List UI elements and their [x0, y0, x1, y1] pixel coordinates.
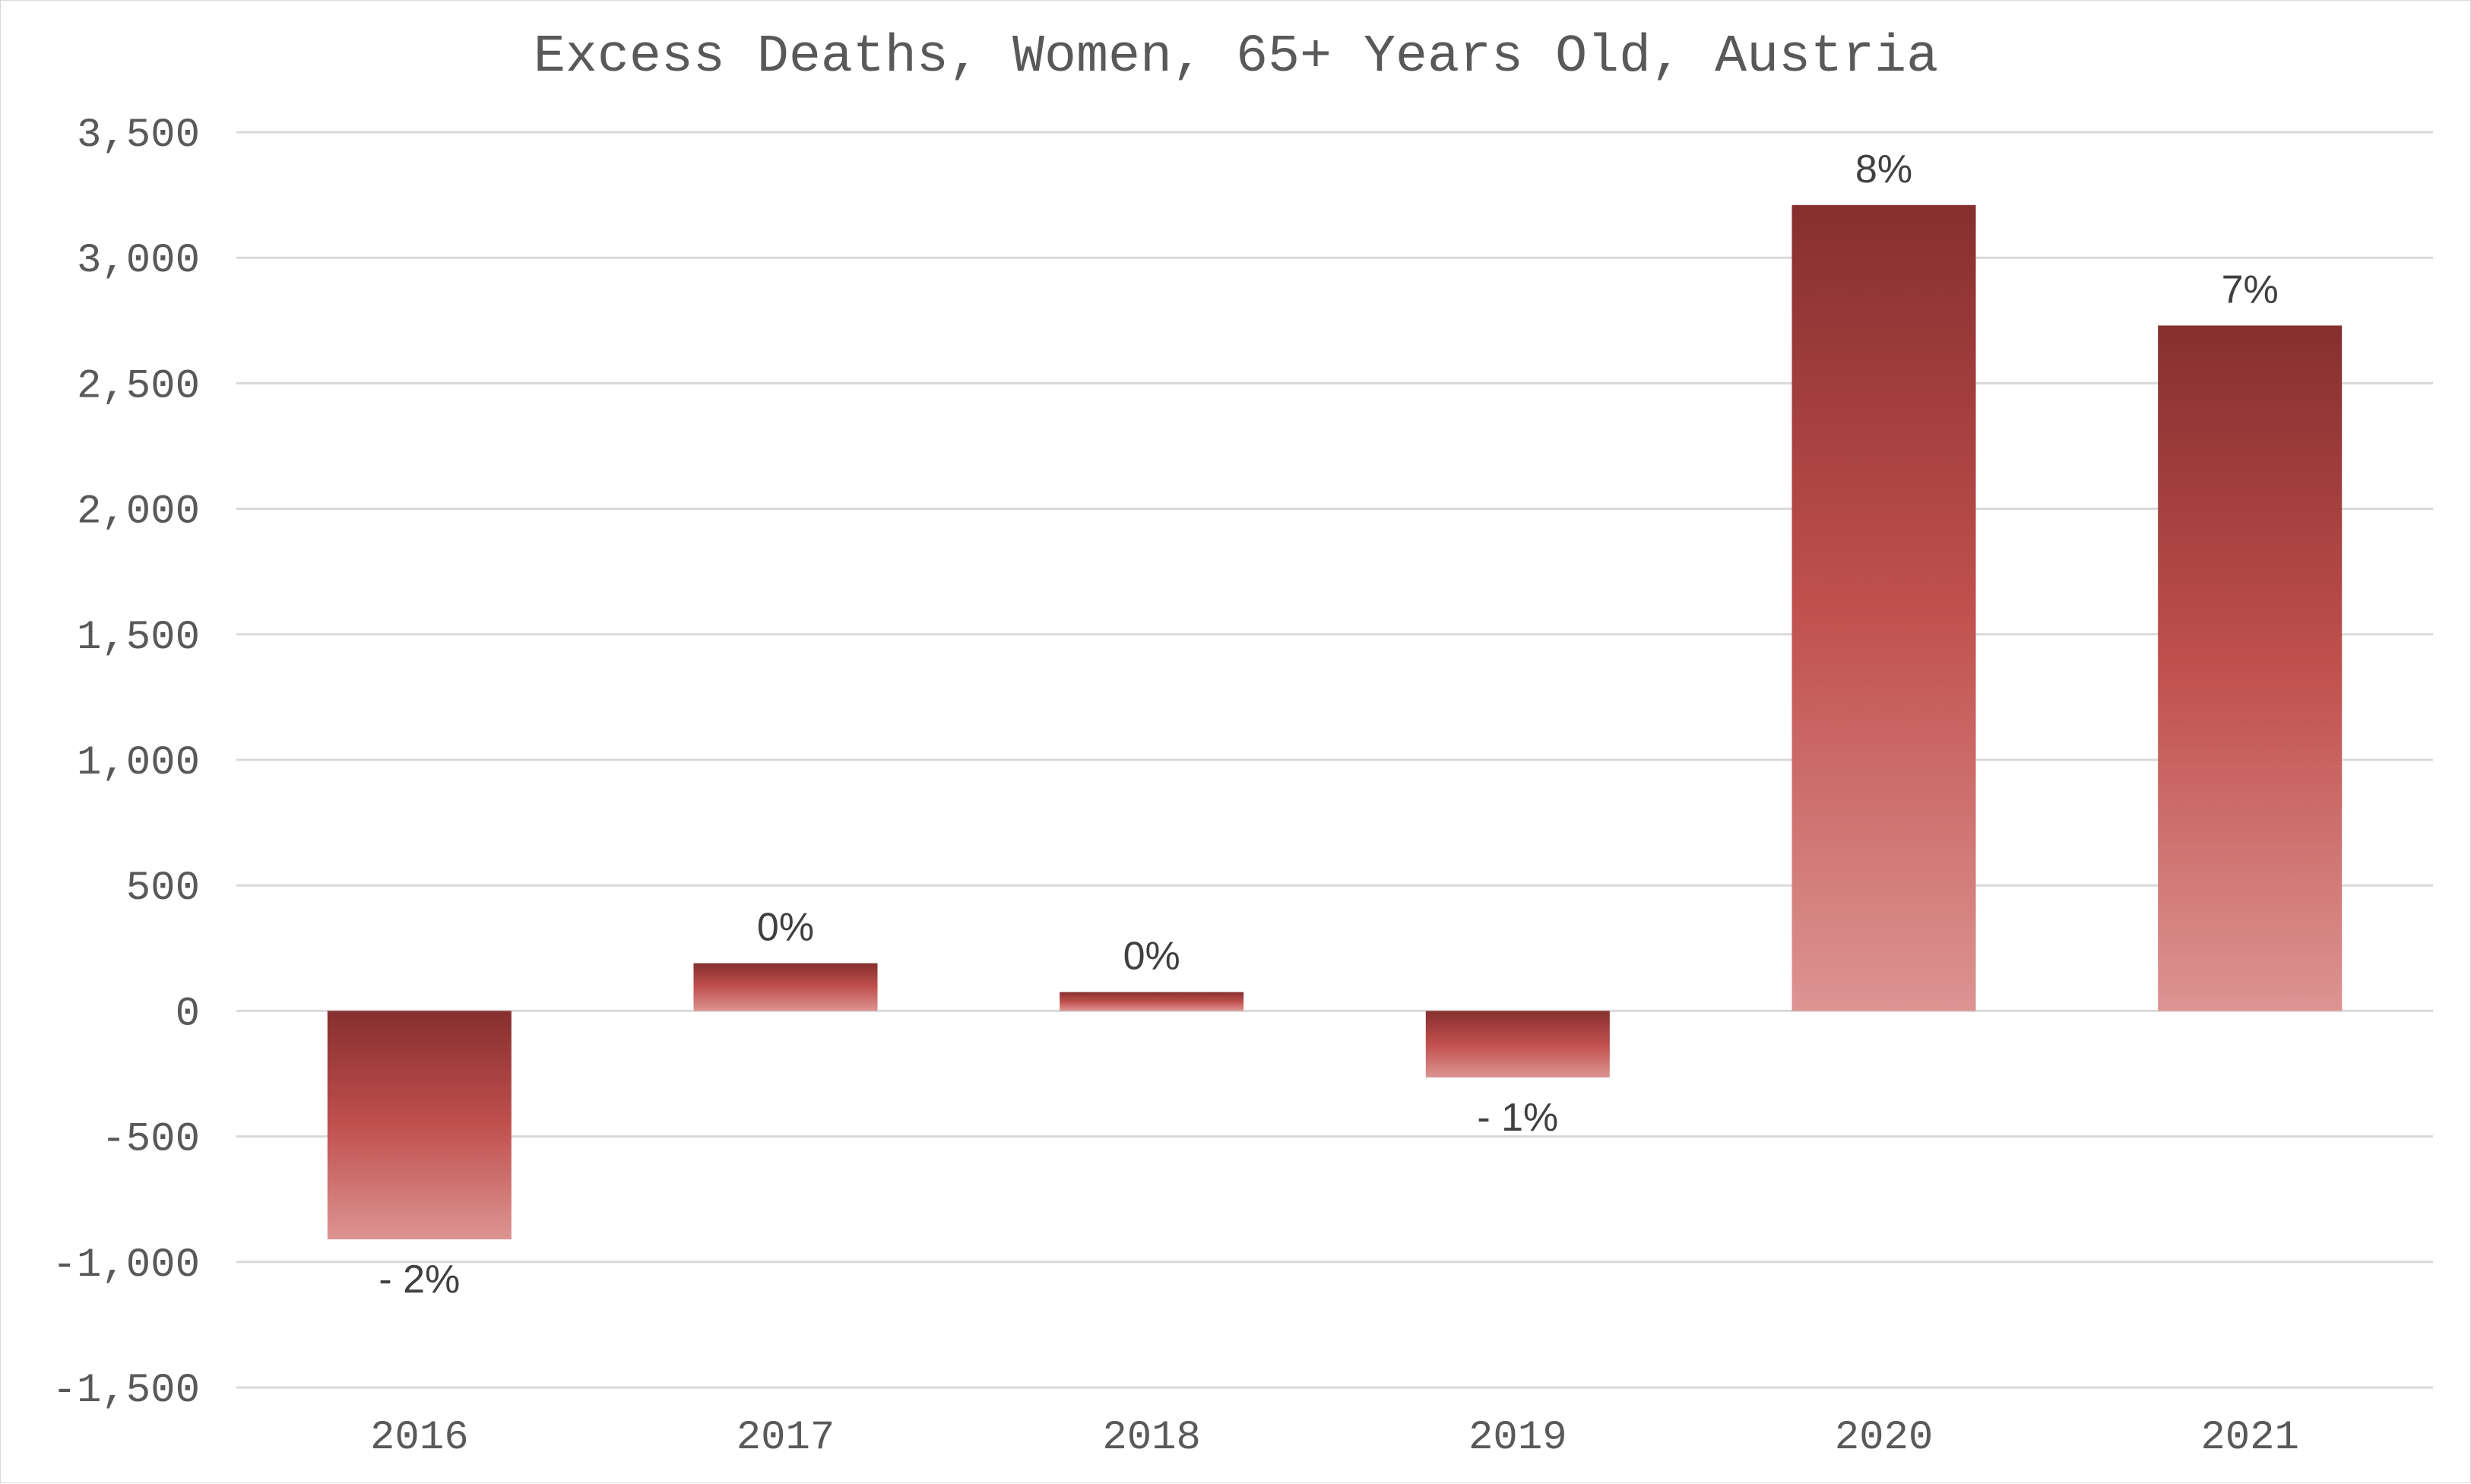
x-tick-label-2020: 2020 [1835, 1415, 1934, 1461]
x-axis-tick-labels: 2016 2017 2018 2019 2020 2021 [370, 1415, 2299, 1461]
data-label-2021: 7% [2222, 267, 2279, 312]
bar-2018 [1060, 992, 1244, 1011]
bar-2021 [2158, 325, 2343, 1011]
gridlines [236, 131, 2433, 1389]
y-tick-label: 3,000 [77, 238, 200, 284]
x-tick-label-2019: 2019 [1468, 1415, 1567, 1461]
chart-title: Excess Deaths, Women, 65+ Years Old, Aus… [534, 27, 1938, 87]
bar-2020 [1791, 204, 1976, 1011]
y-tick-label: -1,500 [52, 1368, 200, 1414]
bars [327, 204, 2343, 1240]
y-tick-label: 0 [176, 991, 200, 1037]
data-label-2020: 8% [1855, 147, 1912, 191]
data-label-2019: - 1% [1477, 1096, 1558, 1140]
y-tick-label: 2,000 [77, 489, 200, 536]
data-label-2017: 0% [757, 906, 814, 950]
bar-2019 [1425, 1011, 1610, 1077]
x-tick-label-2018: 2018 [1102, 1415, 1201, 1461]
x-tick-label-2016: 2016 [370, 1415, 469, 1461]
y-tick-label: 500 [126, 865, 200, 912]
x-tick-label-2017: 2017 [737, 1415, 835, 1461]
y-tick-label: -500 [101, 1117, 200, 1163]
y-tick-label: 1,500 [77, 615, 200, 661]
y-tick-label: 2,500 [77, 363, 200, 410]
y-tick-label: 3,500 [77, 112, 200, 159]
bar-2016 [327, 1011, 512, 1240]
bar-2017 [693, 963, 878, 1011]
y-axis-tick-labels: -1,500 -1,000 -500 0 500 1,000 1,500 2,000 2,500… [52, 112, 200, 1414]
data-labels: - 2% 0% 0% - 1% 8% 7% [379, 147, 2278, 1302]
data-label-2016: - 2% [379, 1258, 460, 1302]
data-label-2018: 0% [1123, 935, 1180, 979]
y-tick-label: 1,000 [77, 740, 200, 786]
y-tick-label: -1,000 [52, 1242, 200, 1289]
x-tick-label-2021: 2021 [2200, 1415, 2299, 1461]
